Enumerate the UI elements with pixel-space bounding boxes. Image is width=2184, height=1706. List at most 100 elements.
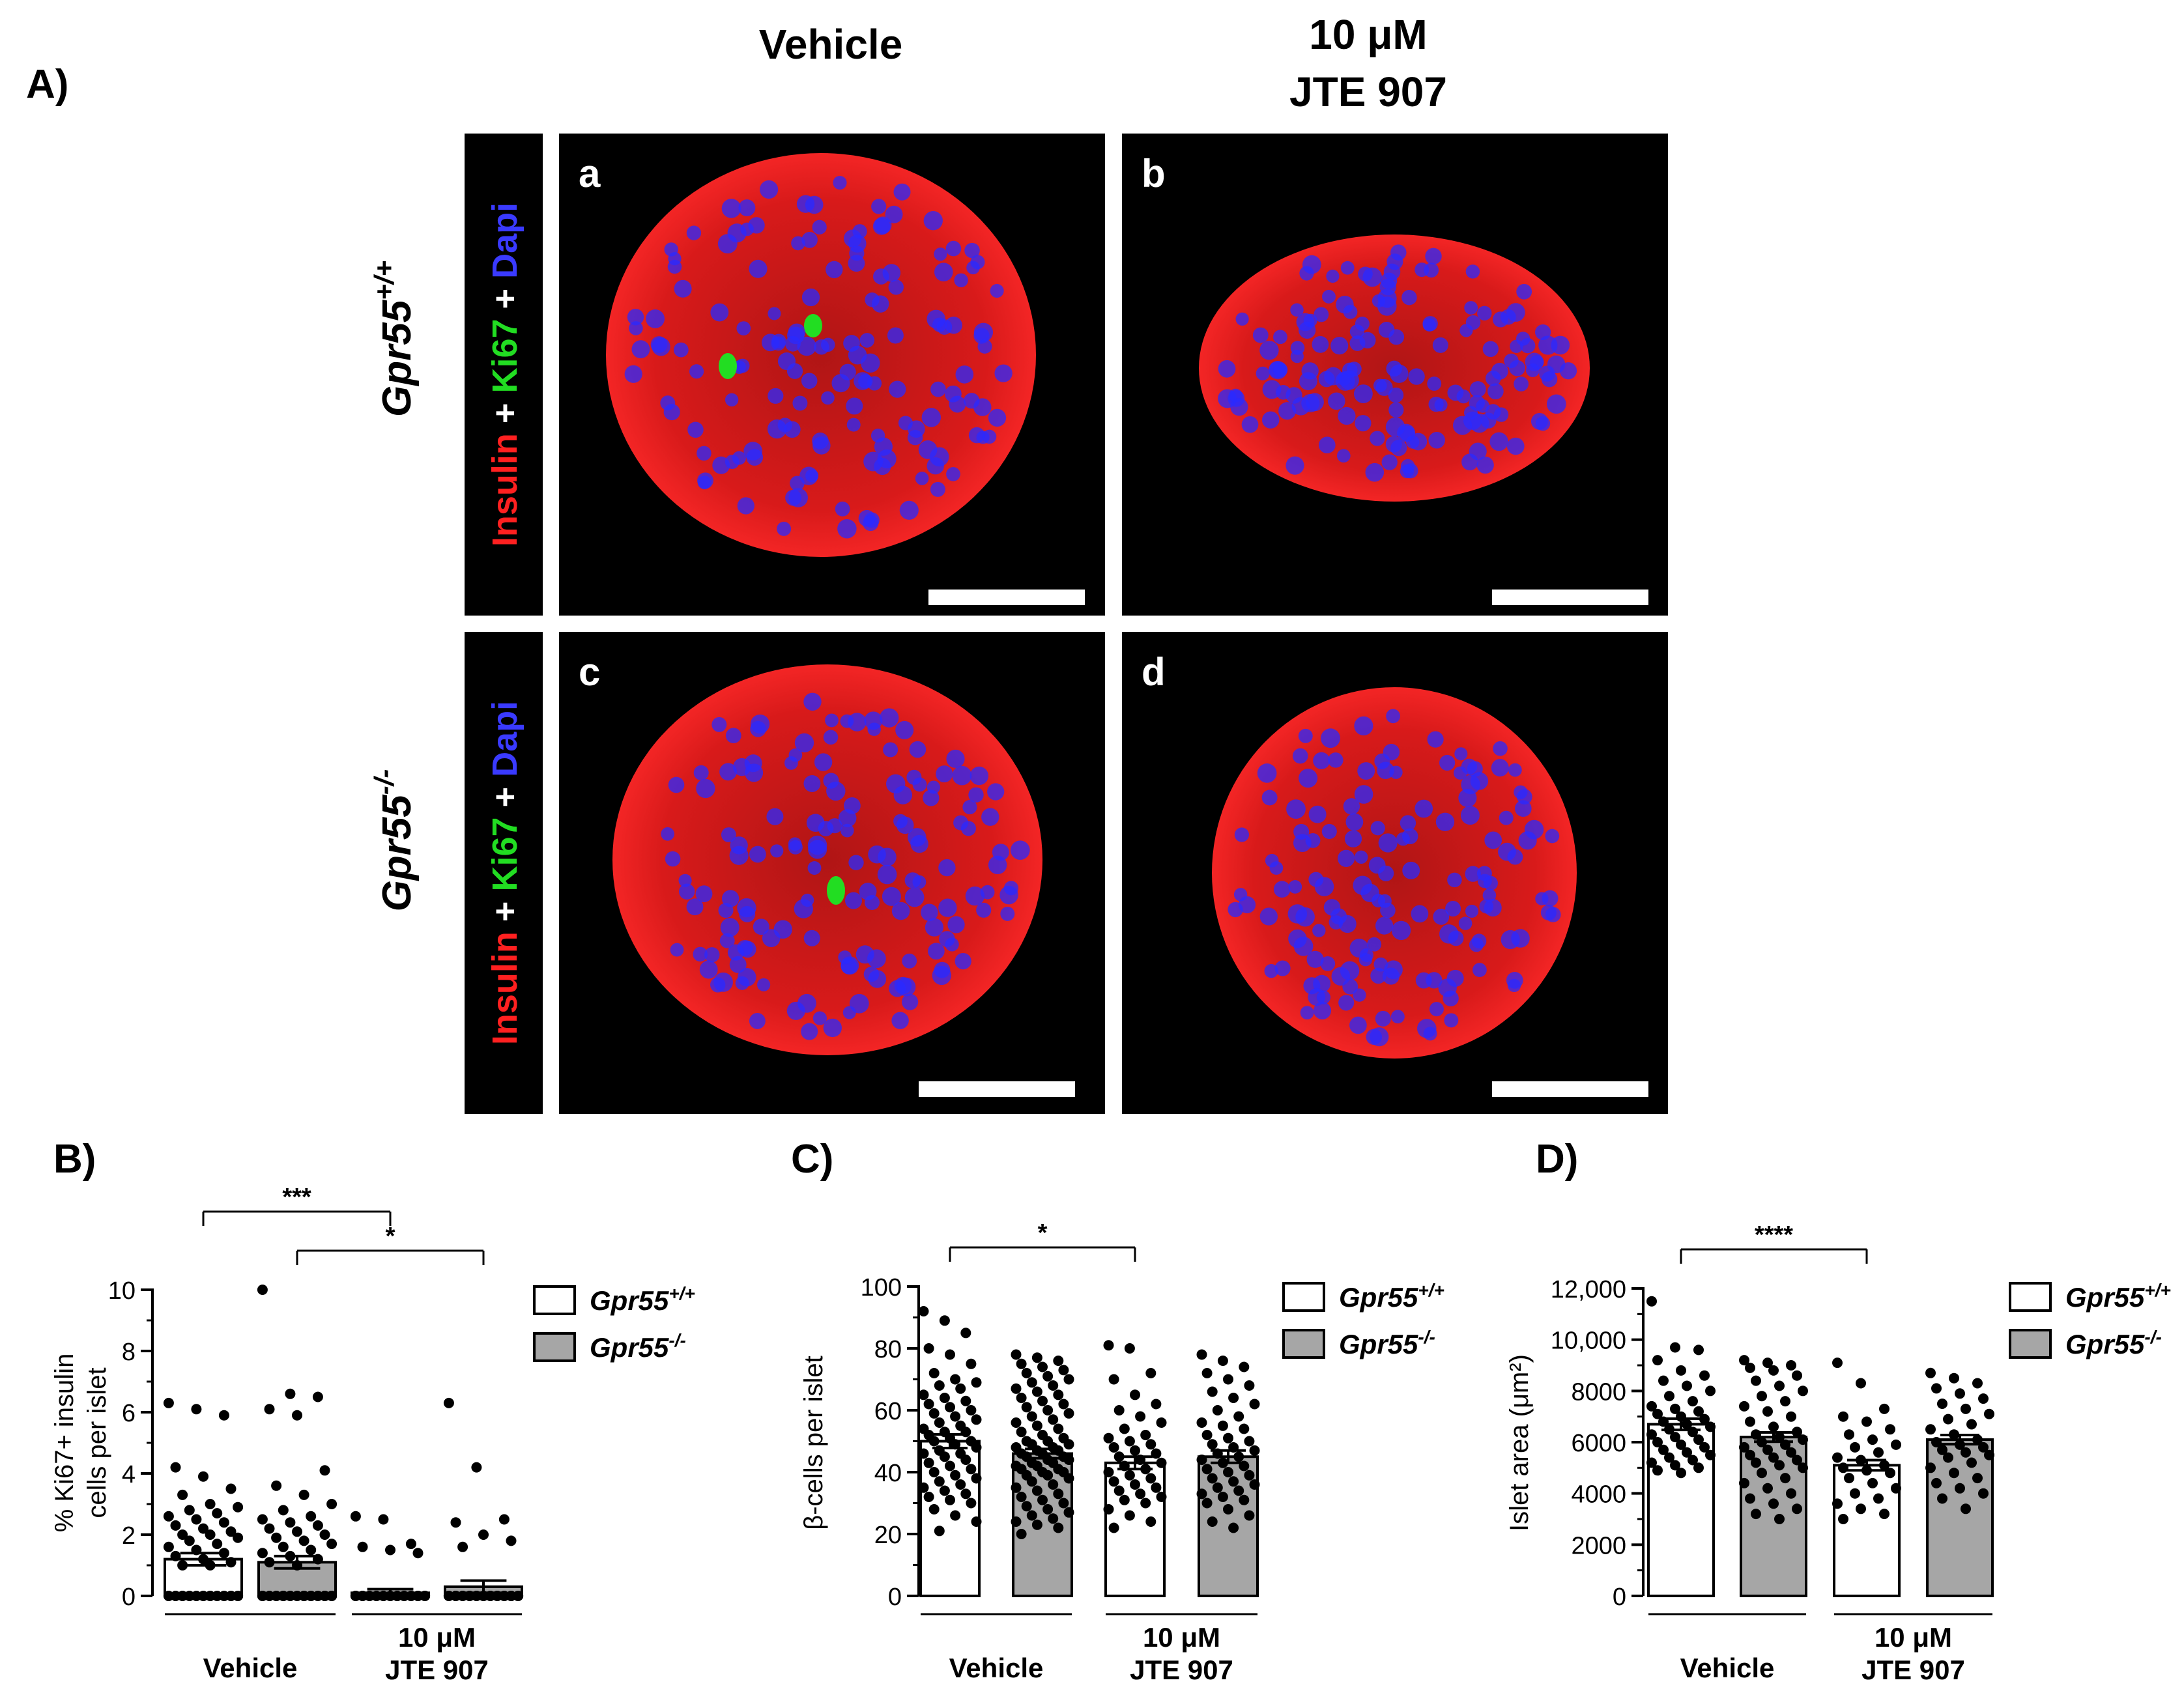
data-point xyxy=(1217,1457,1228,1468)
data-point xyxy=(225,1557,237,1568)
data-point xyxy=(1961,1403,1971,1414)
data-point xyxy=(326,1539,338,1550)
data-point xyxy=(1031,1352,1042,1363)
nucleus xyxy=(665,851,681,867)
nucleus xyxy=(1367,937,1382,952)
data-point xyxy=(285,1550,296,1561)
data-point xyxy=(1966,1419,1977,1430)
nucleus xyxy=(1487,383,1504,400)
nucleus xyxy=(945,240,962,257)
nucleus xyxy=(848,255,865,272)
data-point xyxy=(191,1514,202,1525)
data-point xyxy=(1031,1420,1042,1431)
data-point xyxy=(1124,1510,1135,1521)
nucleus xyxy=(955,952,971,970)
nucleus xyxy=(646,309,665,328)
nucleus xyxy=(1314,307,1329,322)
nucleus xyxy=(807,835,827,855)
nucleus xyxy=(882,887,901,906)
nucleus xyxy=(1370,967,1387,984)
data-point xyxy=(1108,1374,1119,1385)
data-point xyxy=(163,1397,174,1408)
row-label-wt: Gpr55+/+ xyxy=(369,261,420,417)
legend-label-ko: Gpr55-/- xyxy=(2065,1327,2162,1359)
nucleus xyxy=(1447,872,1462,888)
nucleus xyxy=(1508,763,1522,777)
nucleus xyxy=(812,1011,827,1025)
data-point xyxy=(1016,1393,1027,1403)
nucleus xyxy=(1290,303,1304,317)
data-point xyxy=(205,1560,216,1571)
data-point xyxy=(1212,1482,1223,1493)
data-point xyxy=(1676,1365,1686,1376)
nucleus xyxy=(1345,813,1364,831)
data-point xyxy=(378,1514,389,1525)
nucleus xyxy=(1377,761,1394,779)
nucleus xyxy=(835,502,850,517)
data-point xyxy=(1984,1408,1994,1419)
data-point xyxy=(971,1377,982,1388)
data-point xyxy=(1196,1488,1207,1500)
nucleus xyxy=(1477,306,1492,320)
data-point xyxy=(1768,1421,1779,1432)
data-point xyxy=(1119,1460,1130,1471)
data-point xyxy=(478,1529,489,1540)
data-point xyxy=(1688,1427,1698,1438)
y-tick-label: 60 xyxy=(874,1398,902,1425)
data-point xyxy=(1943,1452,1953,1463)
nucleus xyxy=(777,521,792,536)
nucleus xyxy=(930,381,946,397)
data-point xyxy=(950,1411,961,1422)
data-point xyxy=(1207,1473,1218,1484)
x-group-label: Vehicle xyxy=(203,1653,298,1683)
data-point xyxy=(1838,1462,1848,1473)
nucleus xyxy=(699,960,718,979)
data-point xyxy=(1774,1432,1785,1443)
nucleus xyxy=(801,893,814,907)
nucleus xyxy=(735,976,749,990)
nucleus xyxy=(1256,366,1270,380)
nucleus xyxy=(801,373,818,389)
tile-letter: a xyxy=(579,152,601,195)
data-point xyxy=(1223,1374,1233,1385)
panel-a-label: A) xyxy=(26,62,68,107)
data-point xyxy=(1961,1447,1971,1458)
nucleus xyxy=(1546,394,1566,414)
nucleus xyxy=(794,733,814,753)
nucleus xyxy=(766,808,784,825)
data-point xyxy=(923,1457,934,1468)
nucleus xyxy=(1291,397,1310,416)
data-point xyxy=(1021,1368,1032,1378)
nucleus xyxy=(695,885,713,903)
data-point xyxy=(1838,1514,1848,1524)
nucleus xyxy=(624,365,642,383)
stain-plus: + xyxy=(485,403,524,424)
nucleus xyxy=(1318,436,1336,454)
data-point xyxy=(1745,1449,1755,1460)
stain-dapi: Dapi xyxy=(485,203,524,279)
nucleus xyxy=(868,845,886,864)
y-tick-label: 100 xyxy=(861,1274,902,1301)
nucleus xyxy=(904,872,921,889)
nucleus xyxy=(1321,728,1340,748)
nucleus xyxy=(863,515,879,532)
data-point xyxy=(1949,1429,1959,1440)
nucleus xyxy=(1321,823,1337,839)
bar xyxy=(1833,1464,1901,1597)
nucleus xyxy=(1336,296,1354,314)
data-point xyxy=(1021,1501,1032,1512)
nucleus xyxy=(1370,821,1385,836)
data-point xyxy=(1103,1467,1114,1477)
ki67-cell xyxy=(804,314,822,337)
nucleus xyxy=(1400,815,1416,831)
data-point xyxy=(1058,1365,1069,1376)
nucleus xyxy=(1370,431,1385,446)
nucleus xyxy=(1385,436,1402,453)
y-tick-label: 0 xyxy=(1613,1584,1626,1611)
nucleus xyxy=(1362,267,1383,287)
data-point xyxy=(966,1498,977,1509)
nucleus xyxy=(1514,377,1529,391)
data-point xyxy=(945,1402,955,1413)
nucleus xyxy=(845,892,862,909)
nucleus xyxy=(1340,370,1359,390)
